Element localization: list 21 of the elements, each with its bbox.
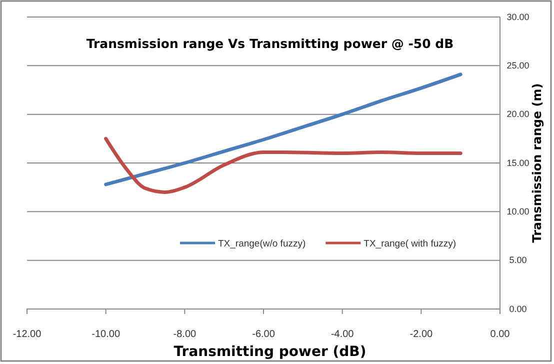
- x-tick-label: -8.00: [173, 329, 196, 340]
- legend-label: TX_range(w/o fuzzy): [218, 238, 306, 250]
- y-tick-label: 20.00: [506, 109, 530, 120]
- y-axis-title: Transmission range (m): [530, 83, 544, 243]
- x-tick-label: -2.00: [410, 329, 433, 340]
- x-tick-label: -10.00: [92, 329, 120, 340]
- y-tick-label: 0.00: [509, 304, 527, 314]
- y-tick-label: 15.00: [506, 158, 530, 168]
- line-series: [104, 136, 462, 194]
- line-series: [104, 72, 462, 186]
- legend-label: TX_range( with fuzzy): [364, 238, 456, 250]
- x-tick-label: 0.00: [490, 329, 510, 340]
- y-tick-label: 25.00: [506, 60, 530, 71]
- x-tick-label: -6.00: [252, 329, 276, 340]
- x-tick-label: -12.00: [12, 329, 42, 340]
- text: Transmission range Vs Transmitting power @ -50 dB: [86, 36, 454, 51]
- y-tick-label: 5.00: [509, 255, 527, 266]
- x-axis-title: Transmitting power (dB): [174, 344, 366, 360]
- y-tick-label: 30.00: [506, 12, 530, 22]
- x-tick-label: -4.00: [330, 329, 354, 340]
- y-tick-label: 10.00: [506, 206, 530, 217]
